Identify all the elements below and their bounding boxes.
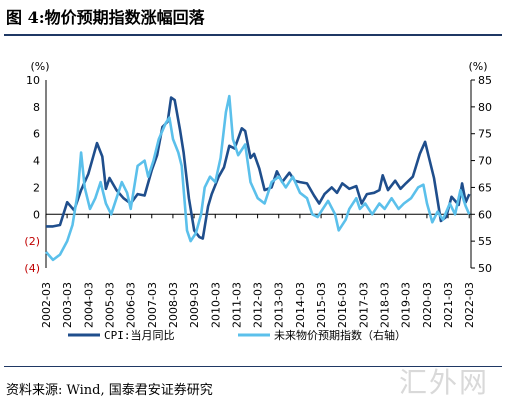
x-tick-label: 2005-03: [103, 282, 116, 328]
right-axis-unit: (%): [468, 60, 487, 73]
x-tick-label: 2018-03: [379, 282, 392, 328]
right-tick-label: 55: [478, 235, 492, 248]
bottom-rule: [4, 366, 502, 367]
x-tick-label: 2011-03: [230, 282, 243, 328]
x-tick-label: 2002-03: [40, 282, 53, 328]
x-tick-label: 2010-03: [209, 282, 222, 328]
right-tick-label: 50: [478, 262, 492, 275]
watermark-logo: 汇外网: [398, 366, 489, 399]
x-tick-label: 2022-03: [463, 282, 476, 328]
x-tick-label: 2016-03: [336, 282, 349, 328]
left-tick-label: (4): [24, 262, 40, 275]
x-tick-label: 2009-03: [188, 282, 201, 328]
x-tick-label: 2006-03: [125, 282, 138, 328]
right-tick-label: 75: [478, 128, 492, 141]
cpi-series-line: [46, 96, 471, 240]
left-tick-label: 6: [33, 128, 40, 141]
source-note: 资料来源: Wind, 国泰君安证券研究: [6, 383, 213, 398]
x-tick-label: 2012-03: [252, 282, 265, 328]
right-tick-label: 65: [478, 181, 492, 194]
x-tick-label: 2013-03: [273, 282, 286, 328]
x-tick-label: 2003-03: [61, 282, 74, 328]
right-tick-label: 80: [478, 101, 492, 114]
x-tick-label: 2008-03: [167, 282, 180, 328]
left-tick-label: 2: [33, 181, 40, 194]
left-tick-label: 10: [26, 74, 40, 87]
right-tick-label: 70: [478, 155, 492, 168]
x-tick-label: 2019-03: [400, 282, 413, 328]
right-tick-label: 60: [478, 208, 492, 221]
top-rule: [4, 34, 502, 36]
left-tick-label: 8: [33, 101, 40, 114]
x-tick-label: 2015-03: [315, 282, 328, 328]
right-tick-label: 85: [478, 74, 492, 87]
x-tick-label: 2007-03: [146, 282, 159, 328]
x-tick-label: 2014-03: [294, 282, 307, 328]
left-axis-unit: (%): [30, 60, 49, 73]
x-tick-label: 2004-03: [82, 282, 95, 328]
x-tick-label: 2020-03: [421, 282, 434, 328]
left-tick-label: 0: [33, 208, 40, 221]
legend-label-expectation: 未来物价预期指数（右轴）: [274, 328, 406, 342]
x-tick-label: 2017-03: [357, 282, 370, 328]
chart-svg: (%) (%) (4) (2) 0 2 4 6 8 10 50 55 60 65 70 75 80 85 2002-…: [24, 60, 492, 342]
price-expectation-series-line: [45, 94, 471, 262]
figure-title: 图 4:物价预期指数涨幅回落: [6, 8, 205, 27]
x-tick-label: 2021-03: [442, 282, 455, 328]
legend-label-cpi: CPI:当月同比: [104, 328, 175, 342]
left-tick-label: 4: [33, 155, 40, 168]
left-tick-label: (2): [24, 235, 40, 248]
